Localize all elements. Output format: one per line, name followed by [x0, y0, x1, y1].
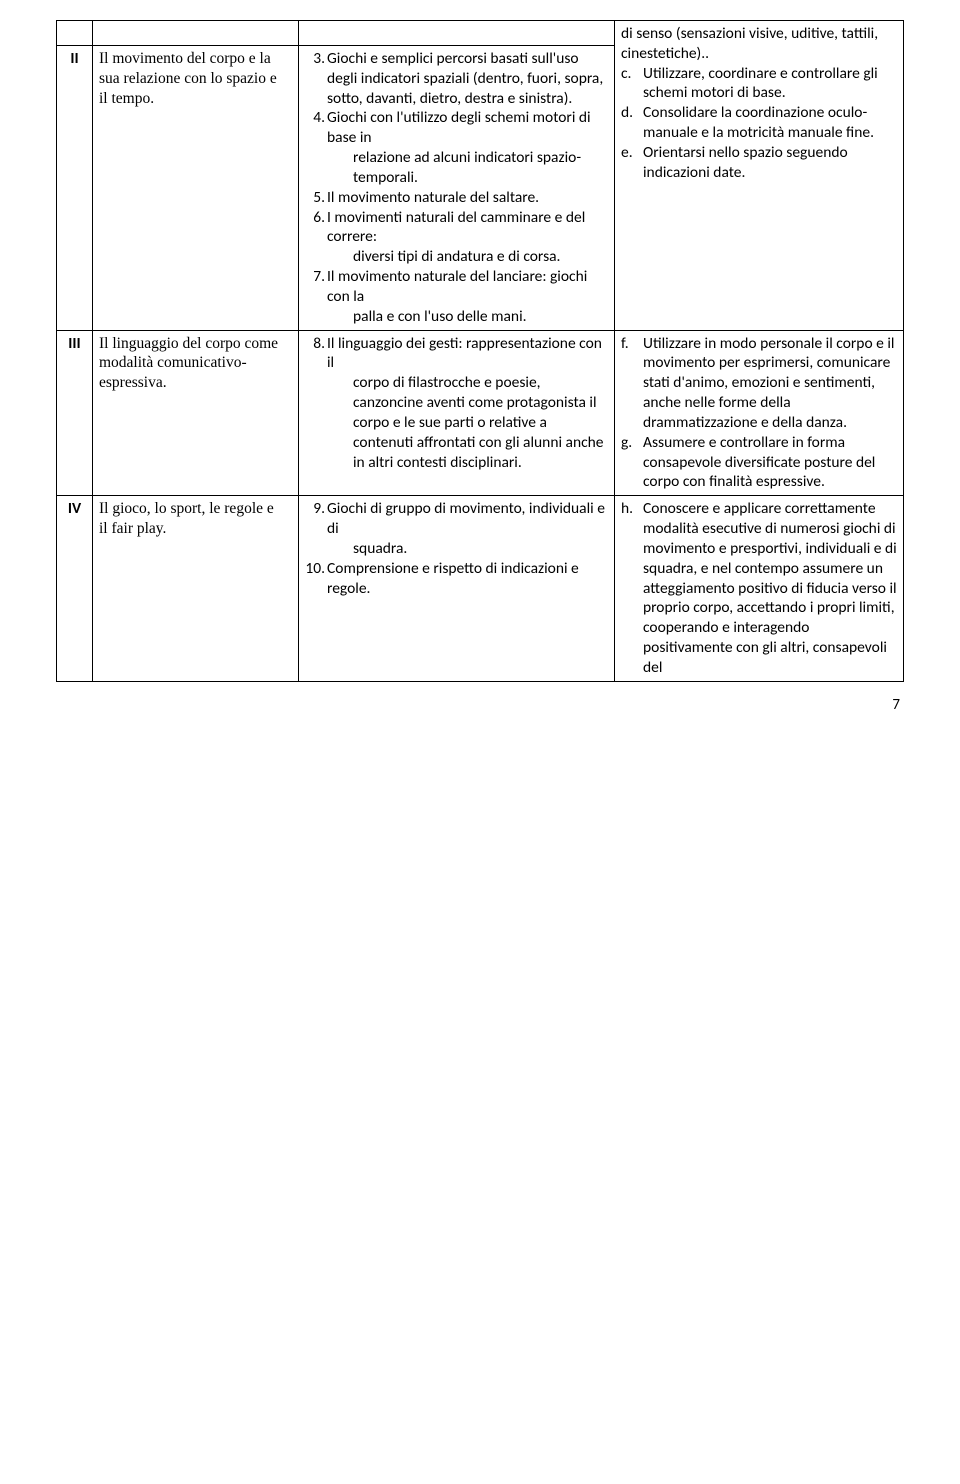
r3-colB: 8.Il linguaggio dei gesti: rappresentazi…	[299, 330, 615, 496]
cell-pre-b	[299, 21, 615, 46]
list-marker: 9.	[305, 499, 325, 519]
r2-colB: 3.Giochi e semplici percorsi basati sull…	[299, 46, 615, 331]
list-marker: 5.	[305, 188, 325, 208]
list-indent: palla e con l'uso delle mani.	[327, 307, 608, 327]
cell-pre-c: di senso (sensazioni visive, uditive, ta…	[615, 21, 904, 331]
r3-colA: Il linguaggio del corpo comemodalità com…	[93, 330, 299, 496]
table-row-pre: di senso (sensazioni visive, uditive, ta…	[57, 21, 904, 46]
table-row-3: III Il linguaggio del corpo comemodalità…	[57, 330, 904, 496]
r4-colB-list: 9.Giochi di gruppo di movimento, individ…	[305, 499, 608, 598]
r4-colB: 9.Giochi di gruppo di movimento, individ…	[299, 496, 615, 681]
r2-colC-list: c.Utilizzare, coordinare e controllare g…	[621, 64, 897, 183]
list-item: 4.Giochi con l'utilizzo degli schemi mot…	[327, 108, 608, 187]
page-number: 7	[56, 682, 904, 714]
r4-num: IV	[57, 496, 93, 681]
list-item: e.Orientarsi nello spazio seguendo indic…	[643, 143, 897, 183]
r2-colA: Il movimento del corpo e la sua relazion…	[93, 46, 299, 331]
list-marker: 8.	[305, 334, 325, 354]
list-marker: 6.	[305, 208, 325, 228]
cell-pre-a	[93, 21, 299, 46]
r2-num: II	[57, 46, 93, 331]
list-item: 6.I movimenti naturali del camminare e d…	[327, 208, 608, 267]
list-marker: 3.	[305, 49, 325, 69]
list-indent: squadra.	[327, 539, 608, 559]
page-container: di senso (sensazioni visive, uditive, ta…	[0, 0, 960, 734]
table-row-4: IV Il gioco, lo sport, le regole eil fai…	[57, 496, 904, 681]
list-marker: f.	[621, 334, 639, 354]
r3-colC: f.Utilizzare in modo personale il corpo …	[615, 330, 904, 496]
cell-pre-num	[57, 21, 93, 46]
list-marker: 4.	[305, 108, 325, 128]
list-indent: relazione ad alcuni indicatori spazio-te…	[327, 148, 608, 188]
r3-colC-list: f.Utilizzare in modo personale il corpo …	[621, 334, 897, 493]
list-item: 10.Comprensione e rispetto di indicazion…	[327, 559, 608, 599]
r3-colB-list: 8.Il linguaggio dei gesti: rappresentazi…	[305, 334, 608, 473]
list-item: 7.Il movimento naturale del lanciare: gi…	[327, 267, 608, 326]
list-item: g.Assumere e controllare in forma consap…	[643, 433, 897, 492]
list-item: 9.Giochi di gruppo di movimento, individ…	[327, 499, 608, 558]
r4-colC: h.Conoscere e applicare correttamente mo…	[615, 496, 904, 681]
r4-colA: Il gioco, lo sport, le regole eil fair p…	[93, 496, 299, 681]
list-marker: 10.	[305, 559, 325, 579]
list-marker: 7.	[305, 267, 325, 287]
list-item: f.Utilizzare in modo personale il corpo …	[643, 334, 897, 433]
r2-colB-list: 3.Giochi e semplici percorsi basati sull…	[305, 49, 608, 327]
list-indent: corpo di filastrocche e poesie, canzonci…	[327, 373, 608, 472]
list-marker: e.	[621, 143, 639, 163]
list-indent: diversi tipi di andatura e di corsa.	[327, 247, 608, 267]
list-item: 8.Il linguaggio dei gesti: rappresentazi…	[327, 334, 608, 473]
list-marker: h.	[621, 499, 639, 519]
list-item: 5.Il movimento naturale del saltare.	[327, 188, 608, 208]
pre-c-text: di senso (sensazioni visive, uditive, ta…	[621, 24, 897, 64]
list-item: c.Utilizzare, coordinare e controllare g…	[643, 64, 897, 104]
list-marker: g.	[621, 433, 639, 453]
list-marker: d.	[621, 103, 639, 123]
list-item: 3.Giochi e semplici percorsi basati sull…	[327, 49, 608, 108]
r4-colC-list: h.Conoscere e applicare correttamente mo…	[621, 499, 897, 677]
list-marker: c.	[621, 64, 639, 84]
list-item: h.Conoscere e applicare correttamente mo…	[643, 499, 897, 677]
content-table: di senso (sensazioni visive, uditive, ta…	[56, 20, 904, 682]
r3-num: III	[57, 330, 93, 496]
list-item: d.Consolidare la coordinazione oculo-man…	[643, 103, 897, 143]
